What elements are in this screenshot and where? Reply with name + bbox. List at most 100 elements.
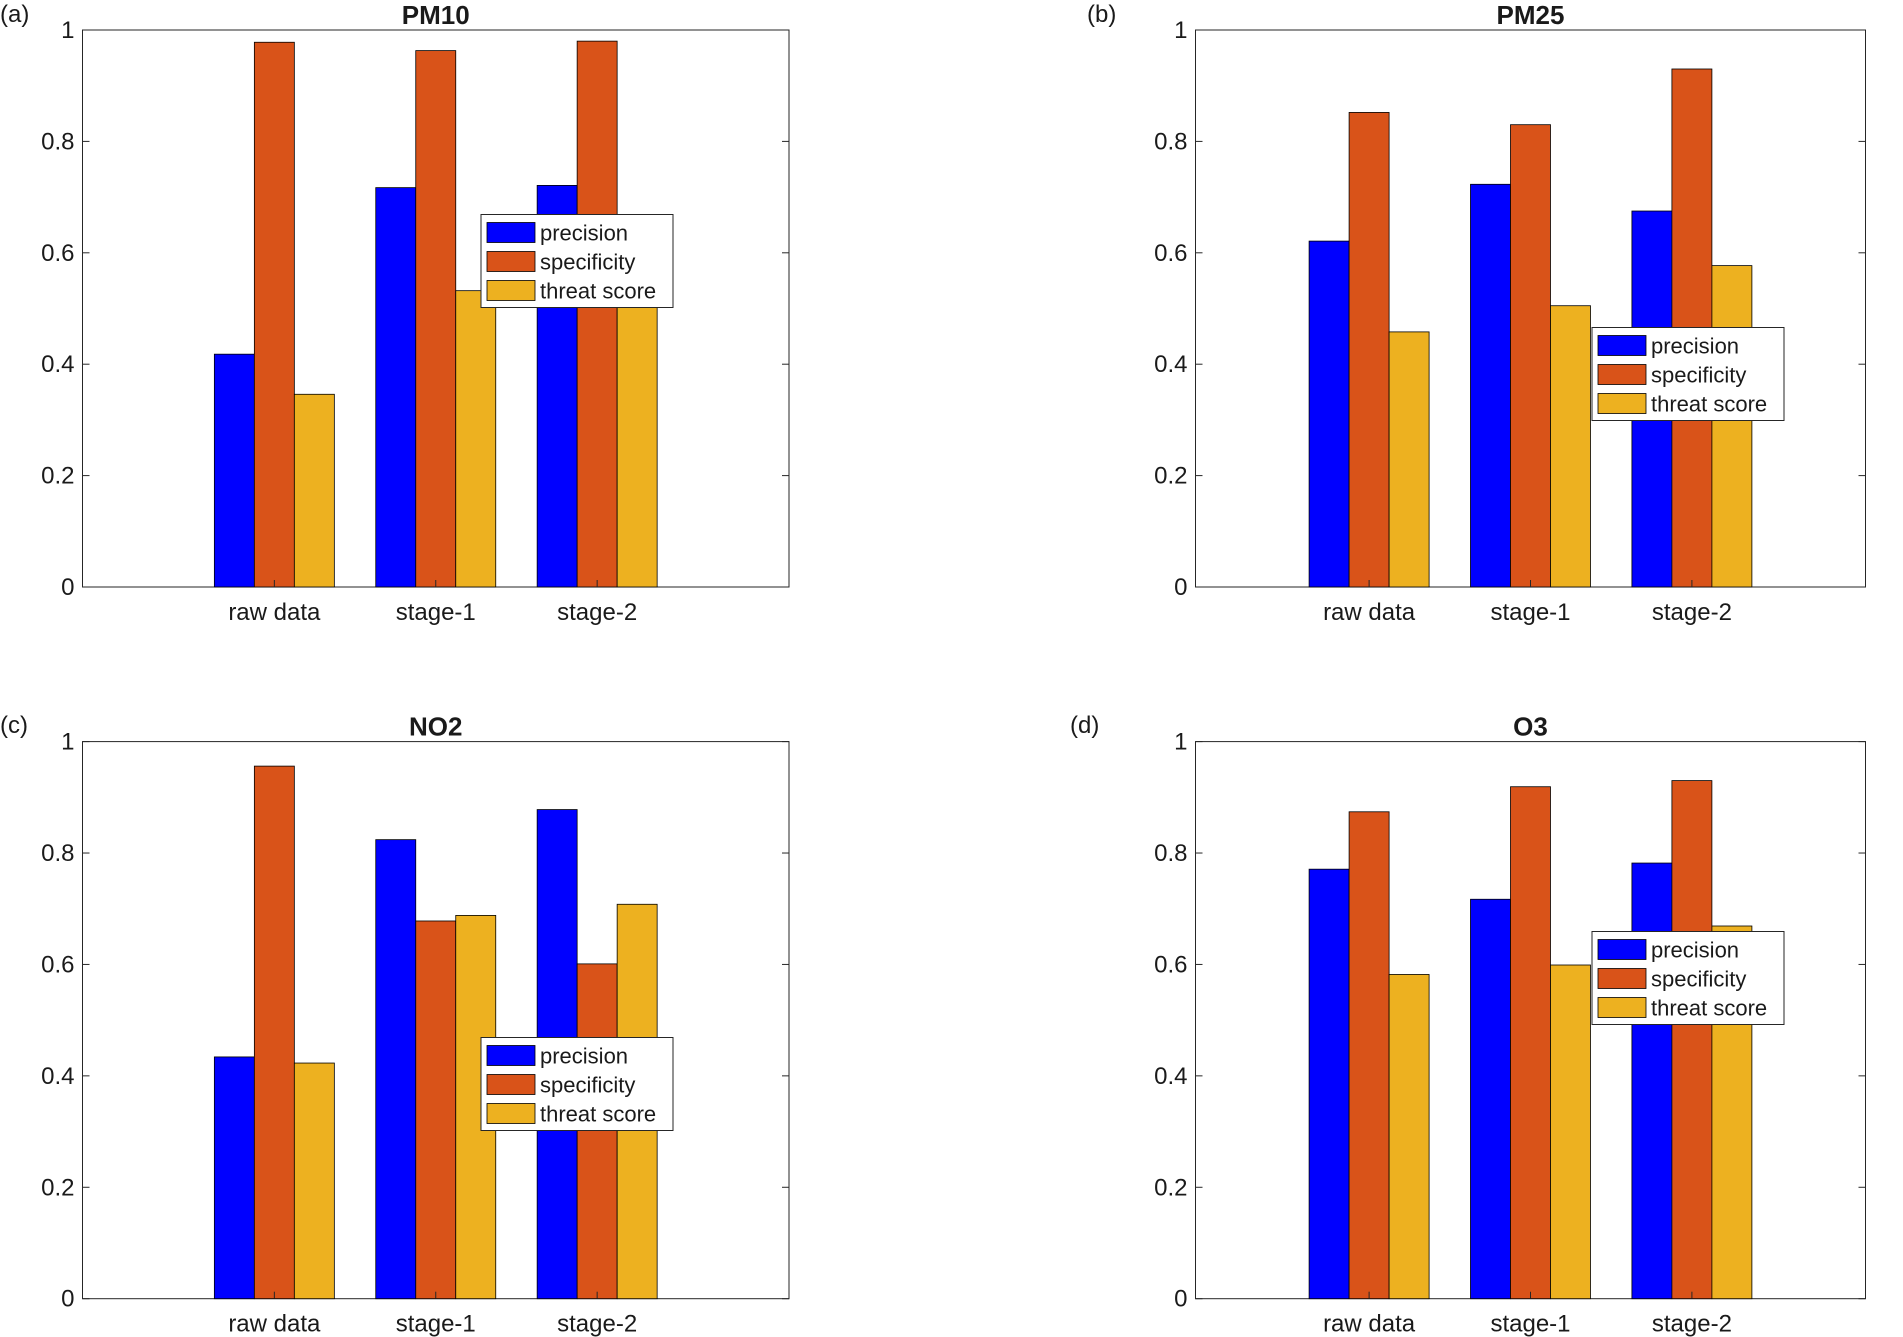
bar-precision-raw-data xyxy=(213,1056,255,1300)
legend-label: specificity xyxy=(1651,967,1746,992)
legend-label: precision xyxy=(540,221,628,246)
x-tick-label: stage-2 xyxy=(1652,599,1732,626)
chart-title: PM10 xyxy=(402,0,470,30)
bar-precision-stage-2 xyxy=(1631,862,1673,1300)
y-tick-label: 1 xyxy=(1174,17,1187,44)
legend-label: threat score xyxy=(540,279,656,304)
bar-specificity-stage-1 xyxy=(415,50,457,588)
bar-precision-raw-data xyxy=(213,353,255,588)
y-tick-label: 1 xyxy=(1174,729,1187,756)
y-tick-label: 0.6 xyxy=(41,240,74,267)
chart-title: O3 xyxy=(1513,712,1548,742)
bar-precision-stage-1 xyxy=(375,187,417,588)
legend-label: threat score xyxy=(1651,996,1767,1021)
x-tick-label: stage-2 xyxy=(557,599,637,626)
legend-swatch-threat-score xyxy=(486,1103,536,1124)
chart-panel-no2: (c) NO2 0 0.2 0.4 0.6 0.8 1 raw data stage-1 stage… xyxy=(0,712,790,1337)
legend-swatch-threat-score xyxy=(1597,997,1647,1018)
bar-specificity-raw-data xyxy=(1348,811,1390,1300)
y-tick-label: 0 xyxy=(1174,574,1187,601)
bar-threat-score-stage-1 xyxy=(1550,964,1591,1300)
bar-threat-score-raw-data xyxy=(293,1062,335,1300)
panel-label: (d) xyxy=(1070,712,1099,739)
y-tick-label: 0.4 xyxy=(1154,351,1187,378)
bar-specificity-stage-2 xyxy=(576,963,618,1300)
legend: precision specificity threat score xyxy=(1591,327,1785,421)
chart-panel-pm10: (a) PM10 0 0.2 0.4 0.6 0.8 1 raw data stage-1 stag… xyxy=(0,0,790,626)
legend-swatch-precision xyxy=(1597,335,1647,356)
bar-threat-score-stage-1 xyxy=(455,290,497,588)
bar-precision-stage-1 xyxy=(1470,183,1511,588)
bar-specificity-stage-1 xyxy=(1510,124,1551,588)
y-tick-label: 0.8 xyxy=(1154,840,1187,867)
legend-swatch-precision xyxy=(486,1045,536,1066)
y-tick-label: 0 xyxy=(61,574,74,601)
bar-specificity-raw-data xyxy=(253,765,295,1300)
bar-threat-score-raw-data xyxy=(1388,974,1430,1300)
x-tick-label: stage-1 xyxy=(396,1311,476,1337)
x-tick-label: stage-1 xyxy=(1490,1311,1570,1337)
x-tick-label: stage-1 xyxy=(1490,599,1570,626)
legend-label: threat score xyxy=(1651,392,1767,417)
bar-precision-stage-1 xyxy=(375,839,417,1300)
legend-label: threat score xyxy=(540,1102,656,1127)
y-tick-label: 0 xyxy=(1174,1286,1187,1313)
legend-swatch-specificity xyxy=(1597,968,1647,989)
y-tick-label: 0.8 xyxy=(1154,128,1187,155)
y-tick-label: 0.2 xyxy=(41,463,74,490)
bar-precision-raw-data xyxy=(1308,868,1350,1300)
legend-swatch-threat-score xyxy=(1597,393,1647,414)
legend-swatch-specificity xyxy=(486,251,536,272)
chart-title: NO2 xyxy=(409,712,462,742)
bar-threat-score-raw-data xyxy=(1388,331,1430,588)
legend-swatch-precision xyxy=(1597,939,1647,960)
panel-label: (b) xyxy=(1087,1,1116,28)
x-tick-label: raw data xyxy=(1323,599,1416,626)
y-tick-label: 0.4 xyxy=(41,1063,74,1090)
y-tick-label: 0.6 xyxy=(1154,240,1187,267)
bar-threat-score-raw-data xyxy=(293,393,335,588)
y-tick-label: 0.2 xyxy=(1154,463,1187,490)
y-tick-label: 1 xyxy=(61,729,74,756)
bar-precision-raw-data xyxy=(1308,240,1350,588)
y-tick-label: 0.4 xyxy=(1154,1063,1187,1090)
y-tick-label: 0.6 xyxy=(41,951,74,978)
bar-specificity-raw-data xyxy=(1348,112,1390,588)
bar-specificity-stage-1 xyxy=(415,920,457,1300)
legend-label: specificity xyxy=(540,250,635,275)
panel-label: (c) xyxy=(0,712,28,739)
x-tick-label: stage-2 xyxy=(557,1311,637,1337)
y-tick-label: 0.4 xyxy=(41,351,74,378)
y-tick-label: 0.8 xyxy=(41,128,74,155)
y-tick-label: 0 xyxy=(61,1286,74,1313)
chart-panel-pm25: (b) PM25 0 0.2 0.4 0.6 0.8 1 raw data stage-1 stag… xyxy=(1087,0,1866,626)
legend-swatch-threat-score xyxy=(486,280,536,301)
bar-specificity-stage-2 xyxy=(576,40,618,588)
legend-swatch-specificity xyxy=(1597,364,1647,385)
panel-label: (a) xyxy=(0,1,29,28)
bar-precision-stage-1 xyxy=(1470,898,1511,1300)
legend-label: precision xyxy=(540,1044,628,1069)
legend-swatch-precision xyxy=(486,222,536,243)
legend: precision specificity threat score xyxy=(1591,931,1785,1025)
legend-swatch-specificity xyxy=(486,1074,536,1095)
bar-threat-score-stage-2 xyxy=(1711,265,1753,588)
bar-threat-score-stage-1 xyxy=(1550,305,1591,588)
x-tick-label: stage-2 xyxy=(1652,1311,1732,1337)
x-tick-label: stage-1 xyxy=(396,599,476,626)
chart-title: PM25 xyxy=(1497,0,1565,30)
bar-specificity-raw-data xyxy=(253,41,295,588)
chart-panel-o3: (d) O3 0 0.2 0.4 0.6 0.8 1 raw data stage-1 stage-… xyxy=(1070,712,1866,1337)
y-tick-label: 0.8 xyxy=(41,840,74,867)
legend-label: precision xyxy=(1651,334,1739,359)
y-tick-label: 0.2 xyxy=(1154,1174,1187,1201)
x-tick-label: raw data xyxy=(1323,1311,1416,1337)
y-tick-label: 1 xyxy=(61,17,74,44)
legend-label: specificity xyxy=(1651,363,1746,388)
legend-label: specificity xyxy=(540,1073,635,1098)
y-tick-label: 0.6 xyxy=(1154,951,1187,978)
bar-specificity-stage-2 xyxy=(1671,780,1713,1300)
x-tick-label: raw data xyxy=(228,599,321,626)
legend: precision specificity threat score xyxy=(480,214,674,308)
